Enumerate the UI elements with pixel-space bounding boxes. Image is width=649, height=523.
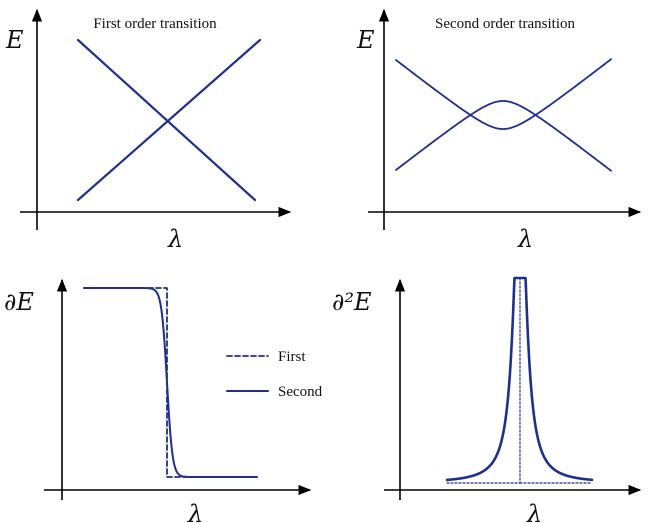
ylabel-panel-1: E	[5, 26, 24, 54]
legend-label-second: Second	[278, 384, 323, 400]
second-order-peak-curve	[445, 276, 594, 482]
energy-level-descending	[76, 38, 257, 202]
energy-level-ascending	[76, 38, 262, 202]
panel-first-derivative: ∂E λ First Second	[4, 278, 323, 523]
first-order-delta-curve	[446, 277, 593, 484]
xlabel-panel-2: λ	[517, 225, 533, 253]
xlabel-panel-4: λ	[526, 500, 542, 523]
xlabel-panel-3: λ	[187, 500, 203, 523]
legend-label-first: First	[278, 349, 306, 365]
panel-first-order: First order transition E λ	[5, 8, 292, 253]
panel-second-derivative: ∂²E λ	[332, 276, 642, 523]
panel-title-first-order: First order transition	[93, 16, 217, 32]
upper-energy-branch	[395, 58, 612, 130]
ylabel-panel-4: ∂²E	[332, 288, 372, 316]
first-order-step-curve	[83, 287, 258, 478]
second-order-smooth-curve	[83, 287, 258, 478]
ylabel-panel-3: ∂E	[4, 288, 34, 316]
lower-energy-branch	[395, 100, 612, 172]
panel-title-second-order: Second order transition	[435, 16, 575, 32]
panel-second-order: Second order transition E λ	[356, 8, 642, 253]
ylabel-panel-2: E	[356, 26, 375, 54]
xlabel-panel-1: λ	[167, 225, 183, 253]
